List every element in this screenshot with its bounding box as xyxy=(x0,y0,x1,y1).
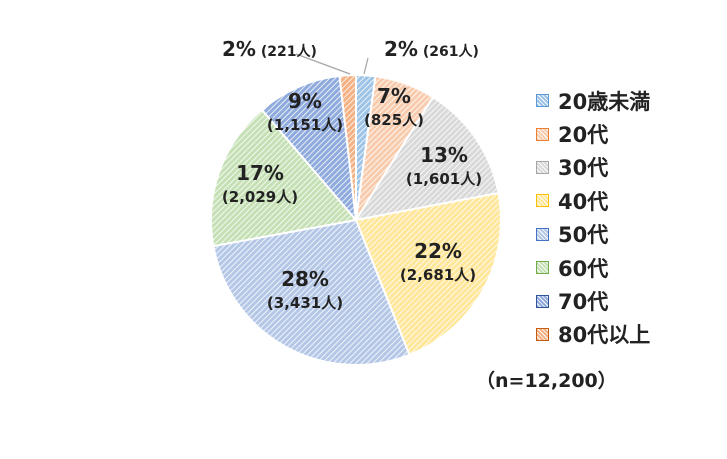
legend-swatch-20s xyxy=(536,127,549,141)
legend-swatch-30s xyxy=(536,160,549,174)
pie-slice-80-plus xyxy=(338,73,357,221)
sample-size-label: （n=12,200） xyxy=(476,370,617,392)
legend-swatch-under-20 xyxy=(536,94,549,108)
legend-swatch-60s xyxy=(536,261,549,275)
legend-label-under-20: 20歳未満 xyxy=(558,89,651,114)
legend-label-50s: 50代 xyxy=(558,223,609,248)
pie-slice-60s xyxy=(210,108,358,248)
legend-label-20s: 20代 xyxy=(558,123,609,148)
data-label-count-under-20: (261人) xyxy=(418,43,479,60)
leader-line-under-20 xyxy=(363,57,369,75)
legend-label-30s: 30代 xyxy=(558,156,609,181)
pie-labels: 7% (825人) 13% (1,601人) 22% (2,681人) 28% (3,431人… xyxy=(222,37,482,312)
legend-swatch-80-plus xyxy=(536,327,549,341)
legend-item-70s: 70代 xyxy=(536,284,650,317)
pie-slice-30s xyxy=(353,95,500,222)
data-label-percent-30s: 13% xyxy=(420,143,468,167)
chart-legend: 20歳未満 20代 30代 40代 50代 60代 70代 80代以上 xyxy=(536,84,650,351)
leader-line-80-plus xyxy=(295,53,351,75)
data-label-percent-50s: 28% xyxy=(281,267,329,291)
pie-slices xyxy=(210,73,502,366)
legend-item-40s: 40代 xyxy=(536,184,650,217)
data-label-count-30s: (1,601人) xyxy=(406,170,482,188)
data-label-percent-70s: 9% xyxy=(288,89,322,113)
legend-label-70s: 70代 xyxy=(558,290,609,315)
pie-slice-50s xyxy=(212,218,411,366)
legend-swatch-70s xyxy=(536,294,549,308)
data-label-percent-20s: 7% xyxy=(377,84,411,108)
legend-label-40s: 40代 xyxy=(558,189,609,214)
data-label-percent-under-20: 2% (261人) xyxy=(384,37,479,61)
data-label-count-80-plus: (221人) xyxy=(256,43,317,60)
legend-item-50s: 50代 xyxy=(536,218,650,251)
legend-item-60s: 60代 xyxy=(536,251,650,284)
legend-item-20s: 20代 xyxy=(536,117,650,150)
legend-swatch-50s xyxy=(536,227,549,241)
data-label-count-60s: (2,029人) xyxy=(222,188,298,206)
data-label-count-40s: (2,681人) xyxy=(400,266,476,284)
legend-label-80-plus: 80代以上 xyxy=(558,323,651,348)
legend-item-under-20: 20歳未満 xyxy=(536,84,650,117)
pie-slice-40s xyxy=(354,191,502,357)
legend-label-60s: 60代 xyxy=(558,256,609,281)
legend-item-30s: 30代 xyxy=(536,151,650,184)
data-label-percent-60s: 17% xyxy=(236,161,284,185)
data-label-count-70s: (1,151人) xyxy=(267,116,343,134)
data-label-count-20s: (825人) xyxy=(364,111,424,129)
legend-item-80-plus: 80代以上 xyxy=(536,318,650,351)
legend-swatch-40s xyxy=(536,194,549,208)
pie-slice-70s xyxy=(260,74,358,224)
data-label-percent-80-plus: 2% (221人) xyxy=(222,37,317,61)
data-label-percent-40s: 22% xyxy=(414,239,462,263)
data-label-count-50s: (3,431人) xyxy=(267,294,343,312)
